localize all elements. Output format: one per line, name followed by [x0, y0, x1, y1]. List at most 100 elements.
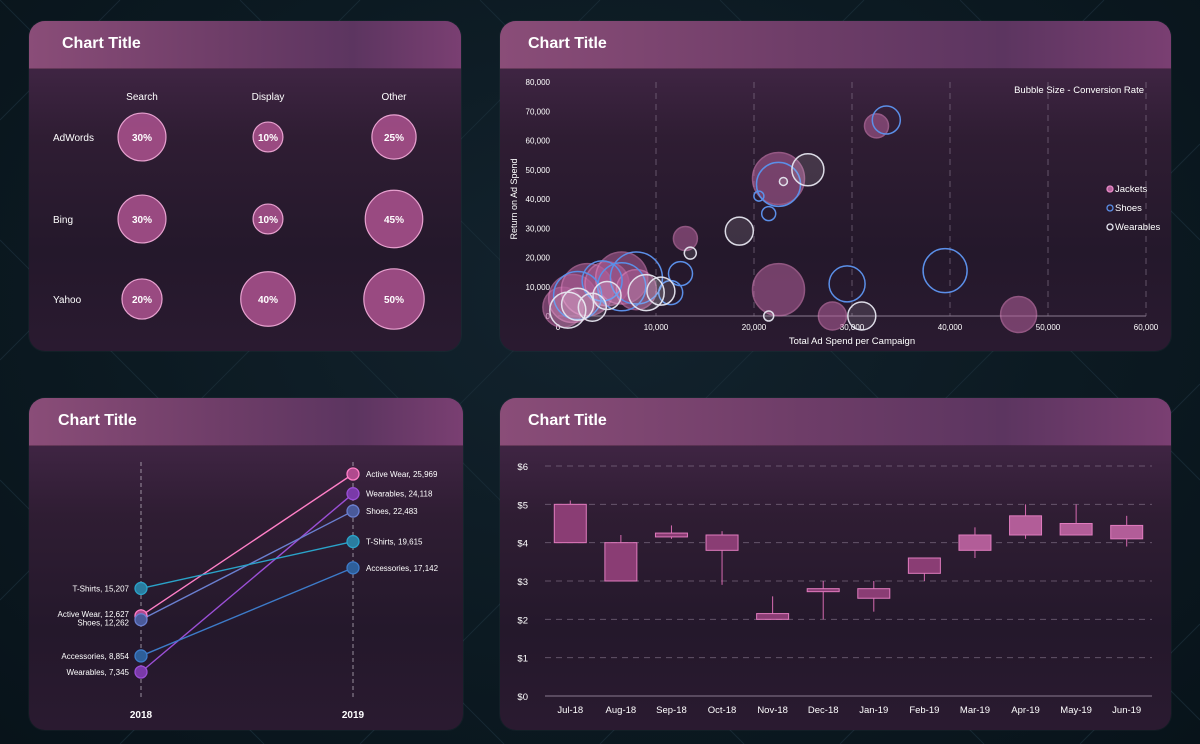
slope-chart: 2018 2019 Active Wear, 25,969 Wearables, 24… — [58, 462, 439, 721]
chart-title: Chart Title — [528, 412, 607, 429]
x-tick-label: Dec-18 — [808, 705, 839, 716]
point-2019 — [346, 534, 360, 549]
panel-header — [29, 398, 463, 446]
point-2018 — [134, 613, 148, 627]
bubble-value-label: 50% — [384, 295, 404, 306]
y-tick-label: $4 — [517, 539, 528, 550]
candle-body — [1110, 524, 1144, 540]
y-tick-label: 70,000 — [526, 107, 551, 116]
x-tick-label: Nov-18 — [757, 705, 788, 716]
bubble-jackets — [751, 151, 806, 206]
x-tick-label: 10,000 — [644, 323, 669, 332]
label-2019: Accessories, 17,142 — [366, 564, 439, 573]
column-label: Display — [252, 92, 285, 103]
row-label: Bing — [53, 215, 73, 226]
bubble-wearables — [778, 176, 789, 187]
bubble-wearables — [724, 216, 755, 246]
bubble-value-label: 20% — [132, 295, 152, 306]
x-tick-label: 50,000 — [1036, 323, 1061, 332]
candle-body — [806, 588, 840, 593]
panel-header — [29, 21, 461, 69]
candle-body — [654, 532, 688, 538]
y-tick-label: 80,000 — [526, 78, 551, 87]
x-tick-label: Sep-18 — [656, 705, 687, 716]
candle-body — [705, 534, 739, 551]
size-annotation: Bubble Size - Conversion Rate — [1014, 85, 1144, 96]
y-axis-title: Return on Ad Spend — [509, 158, 519, 239]
y-tick-label: 30,000 — [526, 224, 551, 233]
y-tick-label: $3 — [517, 577, 528, 588]
slope-chart-panel: Chart Title 2018 2019 Active Wear, 25,969 W… — [29, 398, 463, 730]
matrix-bubble — [364, 189, 424, 249]
matrix-bubble — [371, 114, 417, 160]
bubble-value-label: 30% — [132, 133, 152, 144]
x-tick-label: Feb-19 — [909, 705, 939, 716]
bubble-value-label: 40% — [258, 295, 278, 306]
label-2018: Wearables, 7,345 — [66, 668, 129, 677]
candle-body — [756, 613, 790, 620]
candlestick-panel: Chart Title $0 $1 $2 $3 $4 $5 $6 Jul-18 Aug-18 Se… — [500, 398, 1171, 730]
point-2019 — [346, 504, 360, 518]
y-tick-label: $0 — [517, 692, 528, 703]
candle-body — [907, 557, 941, 574]
candle-body — [1009, 515, 1043, 536]
x-tick-label: 60,000 — [1134, 323, 1159, 332]
row-label: AdWords — [53, 133, 94, 144]
legend-label: Shoes — [1115, 203, 1142, 214]
slope-line — [140, 540, 354, 590]
candle-body — [857, 588, 891, 599]
panel-header — [500, 21, 1171, 69]
candlestick-chart: $0 $1 $2 $3 $4 $5 $6 Jul-18 Aug-18 Sep-18 Oct-18 No… — [517, 462, 1152, 716]
x-tick-label: Apr-19 — [1011, 705, 1040, 716]
x-tick-label: 0 — [556, 323, 561, 332]
x-tick-label: 20,000 — [742, 323, 767, 332]
bubble-shoes — [871, 105, 902, 135]
matrix-bubble — [117, 112, 167, 162]
matrix-bubble — [363, 268, 425, 330]
x-tick-label: Oct-18 — [708, 705, 737, 716]
candle-body — [1059, 523, 1093, 536]
legend-marker — [1106, 185, 1114, 193]
point-2018 — [134, 665, 148, 679]
bubble-value-label: 10% — [258, 133, 278, 144]
bubble-jackets — [999, 295, 1038, 334]
x-tick-label: May-19 — [1060, 705, 1092, 716]
bubble-jackets — [615, 268, 658, 311]
x-tick-label: Mar-19 — [960, 705, 990, 716]
bubble-value-label: 30% — [132, 215, 152, 226]
x-tick-label: Jun-19 — [1112, 705, 1141, 716]
candle-body — [553, 503, 587, 544]
x-tick-label: Aug-18 — [606, 705, 637, 716]
label-2018: Shoes, 12,262 — [77, 619, 129, 628]
point-2018 — [134, 581, 148, 596]
bubble-wearables — [791, 153, 825, 187]
bubble-wearables — [577, 292, 608, 322]
slope-line — [140, 493, 354, 673]
bubble-value-label: 25% — [384, 133, 404, 144]
legend-marker — [1106, 223, 1114, 231]
y-tick-label: $2 — [517, 615, 528, 626]
point-2019 — [346, 487, 360, 501]
bubble-shoes — [609, 251, 664, 305]
bubble-jackets — [672, 225, 699, 252]
bubble-jackets — [817, 301, 848, 331]
bubble-wearables — [560, 287, 595, 322]
column-label: Other — [381, 92, 407, 103]
y-tick-label: 20,000 — [526, 254, 551, 263]
panel-header — [500, 398, 1171, 446]
bubble-wearables — [646, 276, 676, 306]
bubble-scatter-panel: Chart Title 0 10,000 20,000 30,000 40,000 50,… — [500, 21, 1171, 351]
bubble-shoes — [753, 190, 765, 202]
x-tick-label: 30,000 — [840, 323, 865, 332]
matrix-bubble — [117, 194, 167, 244]
y-tick-label: $5 — [517, 500, 528, 511]
slope-line — [140, 567, 354, 657]
label-2019: T-Shirts, 19,615 — [366, 538, 423, 547]
legend-label: Wearables — [1115, 222, 1160, 233]
x-tick-label: Jan-19 — [859, 705, 888, 716]
legend-marker — [1106, 204, 1114, 212]
bubble-shoes — [667, 260, 694, 287]
x-tick-label: 40,000 — [938, 323, 963, 332]
bubble-wearables — [683, 246, 698, 260]
label-2019: Active Wear, 25,969 — [366, 470, 438, 479]
